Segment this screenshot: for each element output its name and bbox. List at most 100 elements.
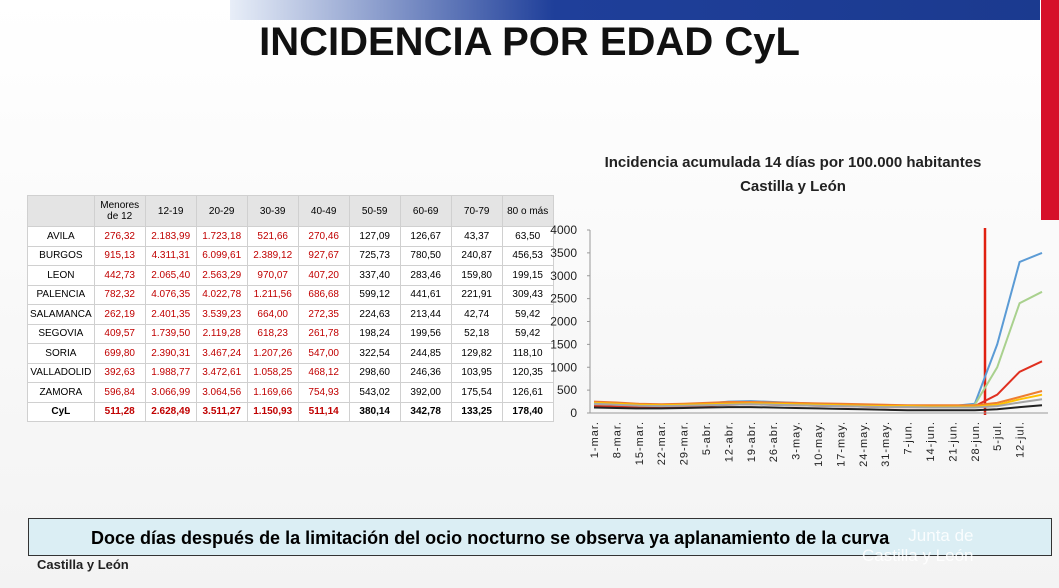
cell: 1.723,18 bbox=[195, 226, 248, 247]
logo-text: Castilla y León bbox=[862, 546, 974, 565]
cell: 782,32 bbox=[93, 284, 146, 305]
cell: 42,74 bbox=[450, 304, 503, 325]
caption: Doce días después de la limitación del o… bbox=[28, 518, 1052, 556]
cell: 244,85 bbox=[399, 343, 452, 364]
corner-cell bbox=[27, 195, 95, 227]
y-tick-label: 4000 bbox=[550, 223, 577, 237]
incidence-table: Menores de 12 12-19 20-29 30-39 40-49 50-59 60… bbox=[27, 195, 554, 422]
x-tick-label: 31-may. bbox=[880, 421, 892, 467]
series-line bbox=[593, 398, 1043, 409]
x-tick-label: 17-may. bbox=[835, 421, 847, 467]
cell: 103,95 bbox=[450, 362, 503, 383]
table-row: SORIA 699,80 2.390,31 3.467,24 1.207,26 547,0… bbox=[27, 343, 554, 364]
cell: 2.389,12 bbox=[246, 245, 299, 266]
table-row: ZAMORA 596,84 3.066,99 3.064,56 1.169,66 754,… bbox=[27, 382, 554, 403]
x-tick-label: 21-jun. bbox=[947, 421, 959, 462]
x-tick-label: 7-jun. bbox=[903, 421, 915, 455]
table-row: PALENCIA 782,32 4.076,35 4.022,78 1.211,56 68… bbox=[27, 284, 554, 305]
chart-subtitle: Castilla y León bbox=[740, 178, 846, 195]
table-row: CyL 511,28 2.628,49 3.511,27 1.150,93 511,14 3… bbox=[27, 401, 554, 422]
top-bar bbox=[230, 0, 1040, 20]
column-header: 70-79 bbox=[450, 195, 503, 227]
cell: 543,02 bbox=[348, 382, 401, 403]
cell: 178,40 bbox=[501, 401, 554, 422]
header-row: Menores de 12 12-19 20-29 30-39 40-49 50-59 60… bbox=[27, 195, 554, 227]
series-line bbox=[593, 251, 1043, 408]
x-tick-label: 26-abr. bbox=[768, 421, 780, 462]
cell: 3.511,27 bbox=[195, 401, 248, 422]
y-tick-label: 1000 bbox=[550, 360, 577, 374]
cell: 52,18 bbox=[450, 323, 503, 344]
x-tick-label: 22-mar. bbox=[656, 421, 668, 465]
x-tick-label: 3-may. bbox=[791, 421, 803, 460]
cell: 468,12 bbox=[297, 362, 350, 383]
column-header: 80 o más bbox=[501, 195, 554, 227]
row-label: LEON bbox=[27, 265, 95, 286]
table-row: AVILA 276,32 2.183,99 1.723,18 521,66 270,46 1… bbox=[27, 226, 554, 247]
cell: 246,36 bbox=[399, 362, 452, 383]
cell: 915,13 bbox=[93, 245, 146, 266]
cell: 2.563,29 bbox=[195, 265, 248, 286]
cell: 754,93 bbox=[297, 382, 350, 403]
x-tick-label: 5-jul. bbox=[992, 421, 1004, 451]
cell: 686,68 bbox=[297, 284, 350, 305]
cell: 2.065,40 bbox=[144, 265, 197, 286]
x-tick-label: 10-may. bbox=[813, 421, 825, 467]
cell: 1.739,50 bbox=[144, 323, 197, 344]
row-label: AVILA bbox=[27, 226, 95, 247]
series-line bbox=[593, 360, 1043, 409]
cell: 442,73 bbox=[93, 265, 146, 286]
cell: 127,09 bbox=[348, 226, 401, 247]
row-label: ZAMORA bbox=[27, 382, 95, 403]
cell: 664,00 bbox=[246, 304, 299, 325]
x-tick-label: 15-mar. bbox=[634, 421, 646, 465]
cell: 322,54 bbox=[348, 343, 401, 364]
row-label: SALAMANCA bbox=[27, 304, 95, 325]
cell: 342,78 bbox=[399, 401, 452, 422]
cell: 1.169,66 bbox=[246, 382, 299, 403]
cell: 4.311,31 bbox=[144, 245, 197, 266]
cell: 198,24 bbox=[348, 323, 401, 344]
x-tick-label: 29-mar. bbox=[679, 421, 691, 465]
cell: 927,67 bbox=[297, 245, 350, 266]
cell: 1.988,77 bbox=[144, 362, 197, 383]
cell: 221,91 bbox=[450, 284, 503, 305]
column-header: 60-69 bbox=[399, 195, 452, 227]
x-tick-label: 12-jul. bbox=[1015, 421, 1027, 458]
row-label: BURGOS bbox=[27, 245, 95, 266]
cell: 380,14 bbox=[348, 401, 401, 422]
cell: 2.390,31 bbox=[144, 343, 197, 364]
cell: 596,84 bbox=[93, 382, 146, 403]
x-tick-label: 12-abr. bbox=[723, 421, 735, 462]
table-row: SEGOVIA 409,57 1.739,50 2.119,28 618,23 261,7… bbox=[27, 323, 554, 344]
cell: 2.401,35 bbox=[144, 304, 197, 325]
cell: 240,87 bbox=[450, 245, 503, 266]
logo: Junta de Castilla y León bbox=[862, 526, 974, 566]
table-row: VALLADOLID 392,63 1.988,77 3.472,61 1.058,25… bbox=[27, 362, 554, 383]
cell: 133,25 bbox=[450, 401, 503, 422]
cell: 392,63 bbox=[93, 362, 146, 383]
cell: 261,78 bbox=[297, 323, 350, 344]
cell: 6.099,61 bbox=[195, 245, 248, 266]
cell: 3.467,24 bbox=[195, 343, 248, 364]
cell: 283,46 bbox=[399, 265, 452, 286]
column-header: Menores de 12 bbox=[93, 195, 146, 227]
y-tick-label: 2000 bbox=[550, 315, 577, 329]
cell: 970,07 bbox=[246, 265, 299, 286]
cell: 3.539,23 bbox=[195, 304, 248, 325]
row-label: SEGOVIA bbox=[27, 323, 95, 344]
cell: 407,20 bbox=[297, 265, 350, 286]
y-tick-label: 500 bbox=[557, 383, 577, 397]
cell: 1.150,93 bbox=[246, 401, 299, 422]
cell: 2.183,99 bbox=[144, 226, 197, 247]
cell: 298,60 bbox=[348, 362, 401, 383]
cell: 599,12 bbox=[348, 284, 401, 305]
x-tick-label: 14-jun. bbox=[925, 421, 937, 462]
slide-title: INCIDENCIA POR EDAD CyL bbox=[259, 20, 800, 64]
cell: 2.628,49 bbox=[144, 401, 197, 422]
row-label: PALENCIA bbox=[27, 284, 95, 305]
table-row: SALAMANCA 262,19 2.401,35 3.539,23 664,00 272… bbox=[27, 304, 554, 325]
series-line bbox=[593, 290, 1043, 408]
row-label: CyL bbox=[27, 401, 95, 422]
